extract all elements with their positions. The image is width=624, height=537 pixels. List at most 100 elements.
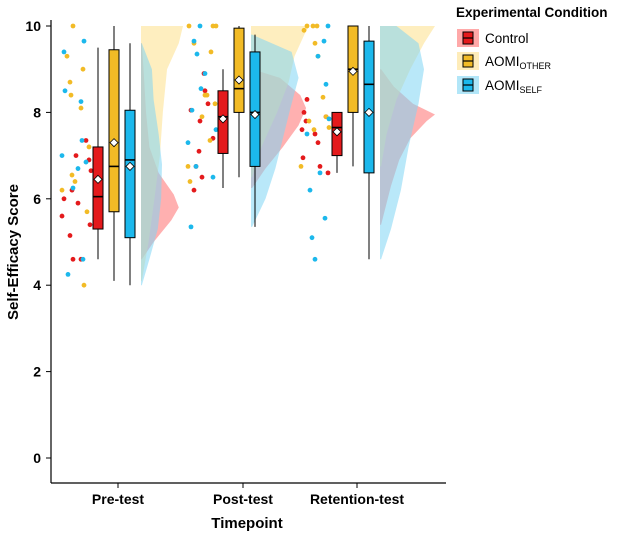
point-other [304, 23, 310, 29]
point-self [188, 224, 194, 230]
point-other [199, 114, 205, 120]
point-control [88, 168, 94, 174]
point-self [210, 174, 216, 180]
y-tick-label: 4 [33, 277, 41, 293]
point-control [317, 164, 323, 169]
point-other [81, 282, 87, 288]
point-other [208, 49, 214, 55]
point-self [198, 86, 204, 92]
point-other [84, 209, 90, 215]
y-axis-title: Self-Efficacy Score [5, 184, 22, 320]
point-self [309, 235, 315, 241]
mean-marker-control [332, 127, 342, 137]
point-self [79, 138, 85, 143]
point-self [81, 38, 87, 44]
mean-marker-other [348, 66, 358, 76]
point-self [213, 127, 219, 133]
legend-title: Experimental Condition [456, 5, 608, 20]
box-self-retention-test [363, 40, 375, 174]
point-control [83, 138, 89, 143]
box-control-pre-test [92, 146, 104, 230]
density-self-post-test [251, 34, 299, 227]
point-self [65, 272, 71, 277]
point-self [312, 256, 318, 262]
mean-marker-other [109, 138, 119, 148]
point-self [80, 256, 86, 262]
x-tick-label: Post-test [213, 491, 273, 507]
point-other [212, 101, 218, 107]
box-self-post-test [249, 51, 261, 167]
mean-marker-self [250, 109, 260, 120]
point-other [213, 23, 219, 29]
mean-marker-self [125, 161, 135, 171]
point-self [321, 38, 327, 44]
box-other-pre-test [108, 49, 120, 213]
point-self [322, 215, 328, 221]
legend-label-other: AOMIOTHER [485, 54, 552, 71]
point-self [315, 53, 321, 59]
point-control [325, 170, 331, 176]
point-self [307, 187, 313, 193]
point-other [310, 23, 316, 29]
point-other [314, 23, 320, 29]
y-tick-label: 2 [33, 364, 41, 380]
point-self [78, 99, 84, 104]
mean-marker-self [364, 107, 374, 117]
point-control [70, 256, 76, 262]
point-self [83, 159, 89, 165]
point-control [315, 140, 321, 146]
density-self-pre-test [141, 43, 162, 286]
point-control [87, 222, 93, 228]
point-other [312, 40, 318, 46]
point-other [311, 127, 317, 133]
point-other [320, 94, 326, 100]
mean-marker-other [234, 75, 244, 85]
point-control [301, 110, 307, 115]
mean-marker-control [218, 114, 228, 124]
point-self [197, 23, 203, 29]
point-self [323, 81, 329, 87]
point-self [325, 23, 331, 29]
point-self [62, 88, 68, 94]
point-self [59, 153, 65, 159]
point-control [73, 153, 79, 159]
y-tick-label: 8 [33, 104, 41, 120]
box-self-pre-test [124, 109, 136, 239]
plot-area [59, 23, 435, 288]
legend: Experimental Condition Control AOMIOTHER A… [456, 5, 608, 95]
density-self-retention-test [380, 26, 424, 260]
point-self [193, 164, 199, 169]
point-self [326, 116, 332, 122]
point-control [300, 155, 306, 161]
point-other [64, 53, 70, 59]
point-self [61, 49, 67, 55]
y-tick-label: 6 [33, 191, 41, 207]
x-tick-label: Pre-test [92, 491, 144, 507]
legend-sub-other: OTHER [520, 61, 552, 71]
point-other [69, 172, 75, 178]
y-tick-label: 0 [33, 450, 41, 466]
y-tick-label: 10 [25, 18, 41, 34]
point-self [194, 51, 200, 57]
point-control [199, 174, 205, 180]
point-other [80, 66, 86, 72]
point-self [202, 71, 208, 76]
point-self [304, 131, 310, 137]
point-other [326, 125, 332, 130]
box-other-post-test [233, 27, 245, 113]
point-other [67, 79, 73, 85]
legend-sub-self: SELF [520, 85, 543, 95]
point-control [312, 131, 318, 137]
point-control [61, 196, 67, 202]
legend-label-control: Control [485, 31, 529, 46]
point-control [67, 233, 73, 238]
point-control [196, 148, 202, 154]
mean-marker-control [93, 174, 103, 184]
point-control [205, 101, 211, 107]
point-other [70, 23, 76, 29]
point-control [75, 200, 81, 206]
point-control [197, 118, 203, 124]
point-other [207, 138, 213, 143]
point-other [298, 164, 304, 169]
